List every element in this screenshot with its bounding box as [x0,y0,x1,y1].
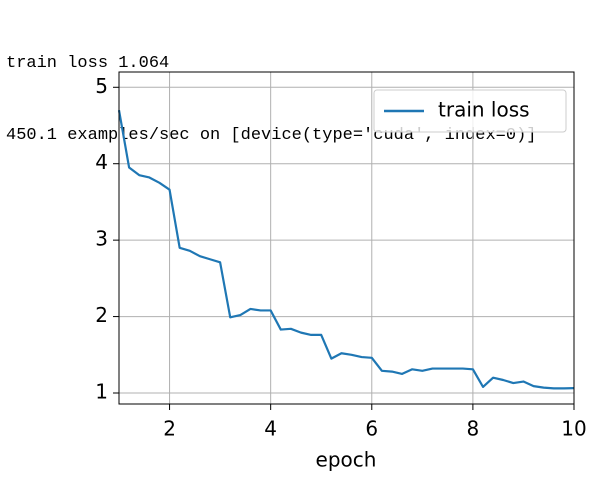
x-tick-label: 4 [264,417,277,441]
axes-frame [118,71,575,405]
y-tick-label: 2 [95,303,108,327]
y-tick-label: 1 [95,379,108,403]
legend-box [373,89,567,133]
y-tick-label: 5 [95,74,108,98]
x-tick-label: 6 [365,417,378,441]
x-axis-label: epoch [316,448,377,472]
y-tick-label: 3 [95,227,108,251]
legend-label: train loss [438,98,530,122]
x-tick-label: 2 [163,417,176,441]
x-tick-label: 8 [467,417,480,441]
y-tick-label: 4 [95,150,108,174]
x-tick-label: 10 [561,417,586,441]
line-series [117,110,575,390]
console-line: train loss 1.064 [6,54,170,73]
